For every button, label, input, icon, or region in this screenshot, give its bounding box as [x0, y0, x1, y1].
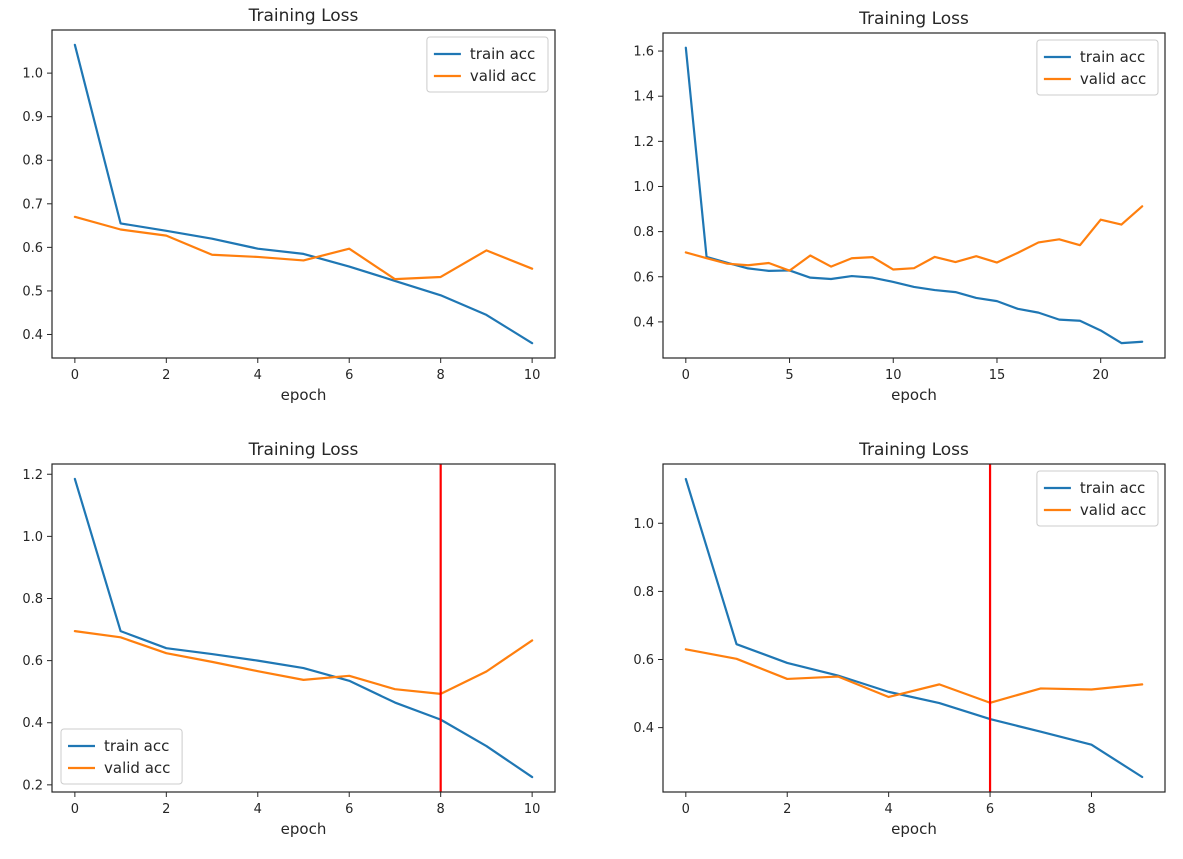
- legend: train acc valid acc: [426, 36, 549, 93]
- legend-box: [426, 36, 549, 93]
- axes-spines: [662, 32, 1166, 359]
- y-tick-label: 0.6: [22, 241, 43, 256]
- valid-acc-line: [684, 648, 1144, 704]
- x-tick-label: 15: [989, 368, 1006, 383]
- x-axis-label: epoch: [281, 386, 327, 404]
- x-tick-label: 10: [885, 368, 902, 383]
- legend: train acc valid acc: [1036, 39, 1159, 96]
- y-tick-label: 1.0: [633, 517, 654, 532]
- legend-box: [1036, 470, 1159, 527]
- x-axis: 0 5 10 15 20 epoch: [682, 358, 1109, 404]
- axes-spines: [51, 463, 556, 793]
- x-axis-label: epoch: [891, 386, 937, 404]
- legend-label: valid acc: [104, 759, 170, 777]
- y-tick-label: 0.6: [22, 654, 43, 669]
- axes-spines: [662, 463, 1166, 793]
- y-axis: 0.4 0.6 0.8 1.0 1.2 1.4 1.6: [633, 45, 663, 330]
- legend: train acc valid acc: [60, 728, 183, 785]
- legend-label: train acc: [470, 45, 535, 63]
- y-tick-label: 1.4: [633, 90, 654, 105]
- x-tick-label: 4: [254, 802, 262, 817]
- subplot-3: Training Loss 0 2 4 6 8 10 epoch 0.2 0.4 0.6 0.8 1.0…: [22, 440, 556, 838]
- legend-box: [1036, 39, 1159, 96]
- legend-label: train acc: [1080, 48, 1145, 66]
- x-axis: 0 2 4 6 8 epoch: [682, 792, 1096, 838]
- y-tick-label: 0.4: [22, 328, 43, 343]
- y-tick-label: 0.8: [633, 225, 654, 240]
- chart-title: Training Loss: [248, 440, 359, 460]
- legend-label: train acc: [1080, 479, 1145, 497]
- legend-label: valid acc: [1080, 501, 1146, 519]
- y-tick-label: 1.2: [22, 468, 43, 483]
- y-tick-label: 1.0: [22, 530, 43, 545]
- chart-title: Training Loss: [858, 9, 969, 29]
- y-tick-label: 0.4: [633, 315, 654, 330]
- y-tick-label: 0.6: [633, 270, 654, 285]
- x-tick-label: 5: [785, 368, 793, 383]
- x-tick-label: 8: [1087, 802, 1095, 817]
- y-tick-label: 1.6: [633, 45, 654, 60]
- train-acc-line: [73, 477, 534, 779]
- x-tick-label: 2: [162, 368, 170, 383]
- chart-title: Training Loss: [858, 440, 969, 460]
- x-tick-label: 4: [885, 802, 893, 817]
- y-tick-label: 0.6: [633, 653, 654, 668]
- y-tick-label: 0.8: [22, 592, 43, 607]
- x-tick-label: 6: [986, 802, 994, 817]
- x-tick-label: 0: [71, 802, 79, 817]
- chart-title: Training Loss: [248, 6, 359, 26]
- x-tick-label: 8: [437, 368, 445, 383]
- x-axis-label: epoch: [891, 820, 937, 838]
- x-tick-label: 2: [162, 802, 170, 817]
- x-axis-label: epoch: [281, 820, 327, 838]
- x-axis: 0 2 4 6 8 10 epoch: [71, 792, 541, 838]
- x-tick-label: 6: [345, 368, 353, 383]
- train-acc-line: [684, 46, 1144, 345]
- x-tick-label: 10: [524, 802, 541, 817]
- x-tick-label: 0: [682, 802, 690, 817]
- subplot-4: Training Loss 0 2 4 6 8 epoch 0.4 0.6 0.8 1.0 train…: [633, 440, 1166, 838]
- x-tick-label: 4: [254, 368, 262, 383]
- y-tick-label: 1.0: [22, 67, 43, 82]
- valid-acc-line: [684, 205, 1144, 272]
- train-acc-line: [684, 477, 1144, 779]
- x-tick-label: 0: [682, 368, 690, 383]
- x-axis: 0 2 4 6 8 10 epoch: [71, 358, 541, 404]
- y-tick-label: 0.8: [633, 585, 654, 600]
- y-tick-label: 1.0: [633, 180, 654, 195]
- y-tick-label: 0.4: [22, 716, 43, 731]
- legend-label: valid acc: [470, 67, 536, 85]
- x-tick-label: 6: [345, 802, 353, 817]
- y-tick-label: 0.8: [22, 154, 43, 169]
- legend-box: [60, 728, 183, 785]
- y-tick-label: 0.5: [22, 284, 43, 299]
- x-tick-label: 20: [1092, 368, 1109, 383]
- x-tick-label: 0: [71, 368, 79, 383]
- legend: train acc valid acc: [1036, 470, 1159, 527]
- y-axis: 0.4 0.5 0.6 0.7 0.8 0.9 1.0: [22, 67, 52, 343]
- x-tick-label: 10: [524, 368, 541, 383]
- y-axis: 0.2 0.4 0.6 0.8 1.0 1.2: [22, 468, 52, 793]
- x-tick-label: 8: [437, 802, 445, 817]
- y-axis: 0.4 0.6 0.8 1.0: [633, 517, 663, 736]
- train-acc-line: [73, 43, 534, 345]
- y-tick-label: 0.2: [22, 778, 43, 793]
- legend-label: train acc: [104, 737, 169, 755]
- subplot-2: Training Loss 0 5 10 15 20 epoch 0.4 0.6 0.8 1.0 1.…: [633, 9, 1166, 404]
- y-tick-label: 0.9: [22, 110, 43, 125]
- valid-acc-line: [73, 630, 534, 695]
- valid-acc-line: [73, 215, 534, 281]
- x-tick-label: 2: [783, 802, 791, 817]
- subplot-1: Training Loss 0 2 4 6 8 10 epoch 0.4 0.5 0.6 0.7 0.8…: [22, 6, 556, 404]
- axes-spines: [51, 29, 556, 359]
- y-tick-label: 1.2: [633, 135, 654, 150]
- y-tick-label: 0.7: [22, 197, 43, 212]
- y-tick-label: 0.4: [633, 721, 654, 736]
- legend-label: valid acc: [1080, 70, 1146, 88]
